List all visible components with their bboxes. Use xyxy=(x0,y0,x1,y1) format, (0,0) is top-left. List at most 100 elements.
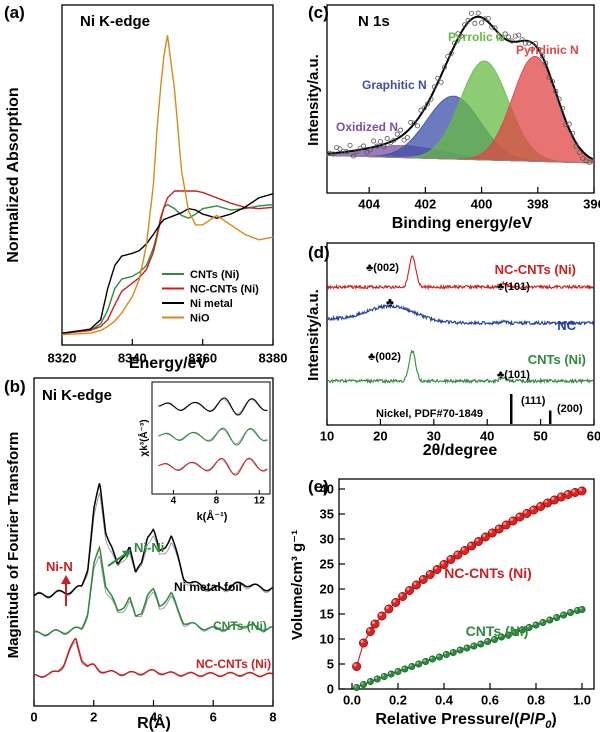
label-pyrrolic-n: Pyrrolic N xyxy=(448,30,505,44)
plot-frame-d xyxy=(326,242,595,426)
x-tick-label-e-5: 1.0 xyxy=(573,693,591,708)
marker-highlight-e-1-29 xyxy=(554,615,557,618)
marker-highlight-e-0-31 xyxy=(565,491,569,495)
inset-x-label: k(Å⁻¹) xyxy=(197,510,228,523)
marker-e-0-6 xyxy=(391,597,401,607)
y-axis-label-c: Intensity/a.u. xyxy=(305,54,322,146)
marker-highlight-e-1-26 xyxy=(533,622,536,625)
x-axis-label-e-text: Relative Pressure/( xyxy=(375,711,520,728)
marker-highlight-e-0-11 xyxy=(427,571,431,575)
marker-e-1-3 xyxy=(373,675,381,683)
marker-highlight-e-1-33 xyxy=(579,607,582,610)
marker-highlight-e-1-6 xyxy=(395,669,398,672)
marker-highlight-e-0-14 xyxy=(447,556,451,560)
marker-highlight-e-1-3 xyxy=(375,676,378,679)
data-point-c xyxy=(414,123,420,129)
x-axis-label-c: Binding energy/eV xyxy=(392,215,533,232)
marker-highlight-e-0-23 xyxy=(510,518,513,522)
x-tick-label-a-1: 8340 xyxy=(118,351,147,366)
x-tick-label-e-1: 0.2 xyxy=(389,693,407,708)
data-point-c xyxy=(482,16,488,22)
marker-e-1-5 xyxy=(387,670,395,678)
marker-highlight-e-0-0 xyxy=(353,663,357,667)
marker-e-1-17 xyxy=(470,642,478,650)
x-ticks-c: 404 402 400 398 396 xyxy=(358,187,600,212)
data-point-c xyxy=(465,17,471,23)
data-point-c xyxy=(536,46,542,52)
marker-e-1-29 xyxy=(553,613,561,621)
marker-highlight-e-1-0 xyxy=(354,685,357,688)
marker-e-1-11 xyxy=(428,655,436,663)
data-point-c xyxy=(398,127,404,133)
x-axis-label-a: Energy/eV xyxy=(129,355,208,372)
baseline-c xyxy=(327,155,593,164)
panel-label-c: (c) xyxy=(308,3,329,22)
inset-tick-label-2: 12 xyxy=(254,495,266,506)
marker-highlight-e-1-8 xyxy=(409,664,412,667)
marker-highlight-e-0-21 xyxy=(496,526,500,530)
marker-highlight-e-1-20 xyxy=(492,637,495,640)
marker-e-1-16 xyxy=(463,644,471,652)
x-tick-label-d-3: 40 xyxy=(480,429,494,444)
plot-frame-a xyxy=(61,4,274,346)
label-ncnts-ni-b: NC-CNTs (Ni) xyxy=(196,657,271,671)
marker-highlight-e-1-30 xyxy=(561,612,564,615)
x-tick-label-b-2: 4 xyxy=(150,710,158,725)
data-point-c xyxy=(435,75,441,81)
marker-highlight-e-0-4 xyxy=(378,613,382,617)
marker-highlight-e-1-31 xyxy=(568,610,571,613)
marker-highlight-e-0-6 xyxy=(392,599,396,603)
marker-highlight-e-0-19 xyxy=(482,534,486,538)
series-labels-e: NC-CNTs (Ni) CNTs (Ni) xyxy=(444,565,532,639)
x-ticks-b: 0 2 4 6 8 xyxy=(30,700,277,725)
x-tick-label-b-1: 2 xyxy=(90,710,97,725)
marker-highlight-e-0-20 xyxy=(489,530,493,534)
marker-e-1-19 xyxy=(484,637,492,645)
data-point-c xyxy=(354,148,360,154)
data-point-c xyxy=(458,33,464,39)
marker-e-1-8 xyxy=(408,662,416,670)
marker-highlight-e-0-29 xyxy=(551,497,555,500)
marker-highlight-e-0-26 xyxy=(530,507,534,510)
data-point-c xyxy=(361,143,367,149)
marker-highlight-e-0-28 xyxy=(544,500,548,503)
y-tick-label-e-6: 30 xyxy=(320,532,334,547)
annot-200: (200) xyxy=(557,403,583,415)
marker-highlight-e-0-3 xyxy=(372,621,375,625)
marker-highlight-e-0-17 xyxy=(468,543,472,547)
plot-frame-c xyxy=(326,4,595,194)
y-tick-label-e-7: 35 xyxy=(320,507,334,522)
x-axis-label-e-p0: P xyxy=(535,711,546,728)
marker-e-1-6 xyxy=(394,667,402,675)
y-tick-label-e-3: 15 xyxy=(320,607,334,622)
marker-highlight-e-0-30 xyxy=(558,494,562,497)
marker-highlight-e-1-9 xyxy=(416,661,419,664)
marker-highlight-e-1-24 xyxy=(519,627,523,630)
marker-e-1-30 xyxy=(560,611,568,619)
label-cnts-d: CNTs (Ni) xyxy=(528,352,586,367)
data-point-c xyxy=(344,149,350,155)
x-tick-label-d-5: 60 xyxy=(587,429,600,444)
marker-e-0-2 xyxy=(365,626,375,636)
data-point-c xyxy=(502,31,508,37)
data-point-c xyxy=(566,121,572,127)
x-tick-label-c-3: 398 xyxy=(527,197,549,212)
data-point-c xyxy=(404,135,410,141)
x-ticks-a: 8320 8340 8360 8380 xyxy=(48,339,287,366)
marker-highlight-e-1-1 xyxy=(361,682,364,685)
y-tick-label-e-8: 40 xyxy=(320,482,334,497)
data-point-c xyxy=(546,74,552,80)
x-tick-label-e-4: 0.8 xyxy=(527,693,545,708)
data-point-c xyxy=(394,131,400,137)
annotations-d: NC-CNTs (Ni) NC CNTs (Ni) ♣(002) ♣(101) ♣ ♣(00… xyxy=(366,262,586,424)
legend-label-a-3: NiO xyxy=(190,313,210,325)
y-axis-label-e: Volume/cm³ g⁻¹ xyxy=(289,530,306,640)
series-line-a-3 xyxy=(61,35,274,336)
x-tick-label-c-2: 400 xyxy=(471,197,493,212)
data-point-c xyxy=(340,148,346,154)
arrow-ni-ni xyxy=(107,552,128,567)
data-point-c xyxy=(411,120,417,126)
marker-highlight-e-1-19 xyxy=(485,639,488,642)
data-point-c xyxy=(431,84,437,90)
marker-highlight-e-0-15 xyxy=(454,552,458,556)
